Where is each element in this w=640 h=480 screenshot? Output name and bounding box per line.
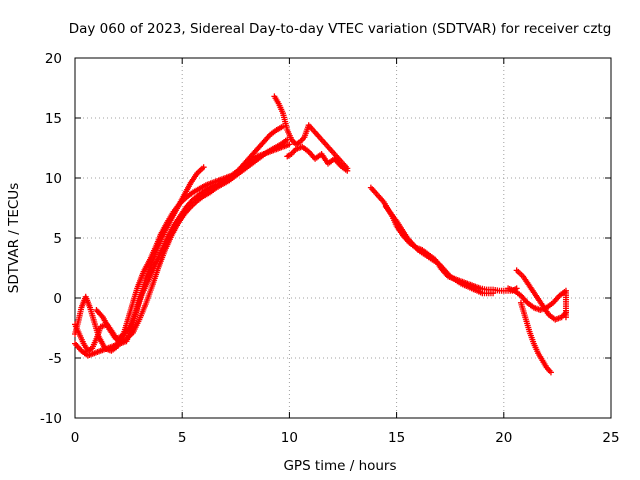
series-track-e: [271, 93, 351, 172]
y-tick-label: 20: [45, 51, 62, 67]
x-axis-label: GPS time / hours: [283, 458, 396, 474]
x-tick-label: 5: [178, 430, 187, 446]
x-tick-label: 0: [71, 430, 80, 446]
x-tick-label: 25: [602, 430, 619, 446]
axis-ticks: [74, 57, 612, 419]
x-tick-label: 20: [495, 430, 512, 446]
y-tick-label: 15: [45, 111, 62, 127]
data-point: [344, 167, 351, 174]
x-tick-label: 10: [281, 430, 298, 446]
series-track-d: [72, 164, 207, 354]
y-tick-label: 10: [45, 171, 62, 187]
data-point: [490, 290, 497, 297]
series-track-k: [505, 285, 569, 321]
series-track-f: [284, 143, 351, 174]
data-point: [547, 369, 554, 376]
series-track-j: [517, 299, 554, 376]
series-track-h: [382, 203, 497, 297]
y-tick-label: -5: [49, 351, 62, 367]
data-point: [286, 141, 293, 148]
data-point: [562, 314, 569, 321]
y-tick-label: 0: [53, 291, 62, 307]
y-tick-label: 5: [53, 231, 62, 247]
y-tick-labels: -10 -5 0 5 10 15 20: [40, 51, 62, 427]
data-point: [200, 164, 207, 171]
x-tick-label: 15: [388, 430, 405, 446]
x-tick-labels: 0 5 10 15 20 25: [71, 430, 620, 446]
series-track-c: [93, 123, 286, 342]
grid: [75, 58, 611, 418]
chart-title: Day 060 of 2023, Sidereal Day-to-day VTE…: [69, 21, 612, 37]
y-tick-label: -10: [40, 411, 62, 427]
data-points: [72, 93, 569, 376]
y-axis-label: SDTVAR / TECUs: [6, 183, 22, 293]
series-track-g: [367, 184, 520, 294]
